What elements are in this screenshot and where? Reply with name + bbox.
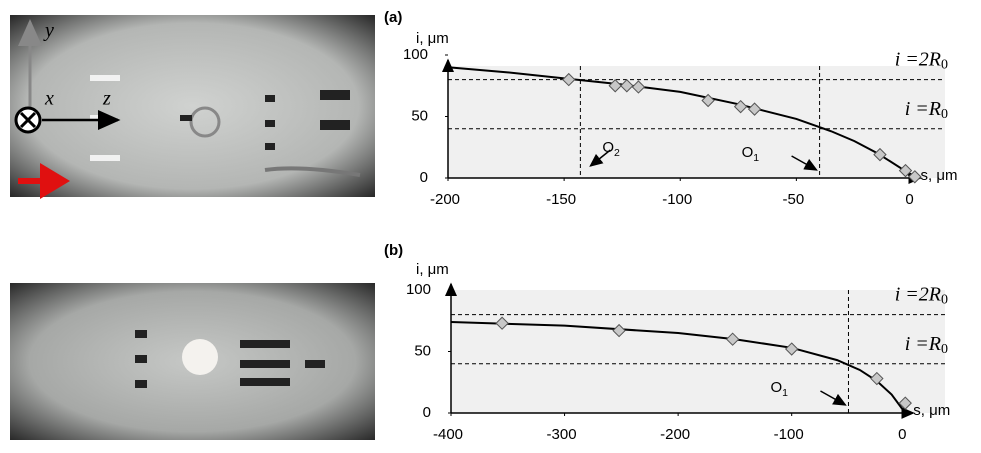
- data-point: [733, 99, 748, 114]
- x-tick-label: -300: [547, 426, 577, 443]
- data-point: [898, 163, 913, 178]
- plot-area: [451, 290, 945, 413]
- y-tick-label: 100: [406, 281, 431, 298]
- data-point: [612, 323, 626, 338]
- y-tick-label: 50: [414, 342, 431, 359]
- data-point: [898, 396, 912, 410]
- reference-label: O1: [770, 379, 788, 399]
- x-tick-label: -100: [662, 191, 692, 208]
- x-axis-label: s, μm: [920, 167, 957, 184]
- x-tick-label: -200: [660, 426, 690, 443]
- panel-label: (a): [384, 9, 402, 26]
- data-point: [873, 147, 887, 162]
- x-tick-label: -100: [774, 426, 804, 443]
- y-tick-label: 0: [420, 169, 428, 186]
- y-tick-label: 100: [403, 46, 428, 63]
- data-point: [495, 316, 509, 330]
- y-axis-label: i, μm: [416, 261, 449, 278]
- x-tick-label: 0: [898, 426, 906, 443]
- data-point: [870, 371, 884, 386]
- data-point: [562, 72, 576, 87]
- data-point: [784, 342, 799, 356]
- x-tick-label: -200: [430, 191, 460, 208]
- reference-label-main: O: [770, 379, 782, 396]
- reference-label-sub: 0: [941, 107, 948, 122]
- reference-label: i =R0: [905, 97, 948, 122]
- reference-label: i =2R0: [895, 48, 948, 73]
- x-axis-label: s, μm: [913, 402, 950, 419]
- pointer-arrow: [791, 155, 818, 171]
- reference-label-main: i =2R: [895, 48, 941, 70]
- reference-label-sub: 2: [614, 147, 620, 159]
- x-tick-label: -150: [546, 191, 576, 208]
- reference-label-main: i =R: [905, 332, 941, 354]
- reference-label-main: i =2R: [895, 283, 941, 305]
- photo-b: [10, 283, 375, 440]
- reference-label-sub: 0: [941, 342, 948, 357]
- y-tick-label: 0: [423, 404, 431, 421]
- photo-axis-label: z: [102, 88, 111, 110]
- reference-label-main: O: [602, 139, 614, 156]
- data-point: [631, 80, 646, 94]
- x-tick-label: 0: [905, 191, 913, 208]
- reference-label: i =R0: [905, 332, 948, 357]
- photo-axis-label: y: [43, 20, 54, 42]
- photo-axis-label: x: [44, 88, 54, 110]
- x-tick-label: -400: [433, 426, 463, 443]
- reference-label-sub: 1: [782, 387, 788, 399]
- y-tick-label: 50: [411, 107, 428, 124]
- reference-label-main: i =R: [905, 97, 941, 119]
- pointer-arrow: [820, 390, 847, 406]
- data-point: [701, 93, 715, 108]
- reference-label-sub: 0: [941, 58, 948, 73]
- photo-a: y x z: [10, 15, 375, 199]
- y-axis-label: i, μm: [416, 30, 449, 47]
- panel-label: (b): [384, 242, 403, 259]
- data-point: [747, 102, 762, 116]
- pointer-arrow: [589, 149, 611, 167]
- reference-label: i =2R0: [895, 283, 948, 308]
- reference-label-main: O: [742, 144, 754, 161]
- x-tick-label: -50: [783, 191, 805, 208]
- reference-label: O2: [602, 139, 620, 159]
- data-point: [620, 79, 634, 93]
- reference-label-sub: 0: [941, 293, 948, 308]
- plot-area: [448, 66, 945, 178]
- reference-label: O1: [742, 144, 760, 164]
- reference-label-sub: 1: [753, 152, 759, 164]
- data-point: [725, 332, 740, 346]
- data-point: [908, 170, 922, 184]
- data-point: [608, 79, 622, 93]
